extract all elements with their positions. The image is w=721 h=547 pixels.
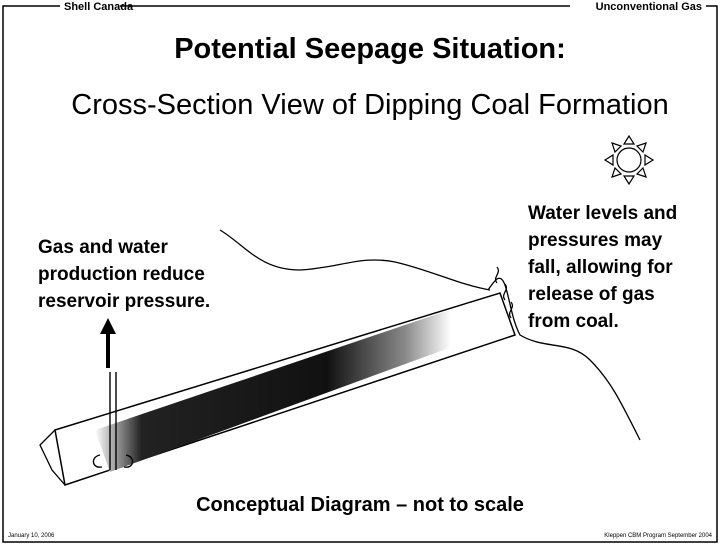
slide: Shell Canada Unconventional Gas Potentia… <box>0 0 721 547</box>
footer-right: Kleppen CBM Program September 2004 <box>604 533 712 539</box>
coal-bed <box>40 293 515 485</box>
title: Potential Seepage Situation: <box>174 33 566 65</box>
note-line: production reduce <box>38 264 205 285</box>
header-right: Unconventional Gas <box>596 1 702 13</box>
note-line: release of gas <box>528 284 655 305</box>
sun-icon <box>605 136 653 184</box>
caption: Conceptual Diagram – not to scale <box>196 494 524 516</box>
note-line: from coal. <box>528 311 619 332</box>
note-line: fall, allowing for <box>528 257 673 278</box>
note-line: Water levels and <box>528 203 677 224</box>
note-line: reservoir pressure. <box>38 291 210 312</box>
arrow-up <box>100 318 116 368</box>
note-line: pressures may <box>528 230 663 251</box>
subtitle: Cross-Section View of Dipping Coal Forma… <box>71 89 668 121</box>
note-line: Gas and water <box>38 237 168 258</box>
left-note: Gas and water production reduce reservoi… <box>38 237 210 312</box>
right-note: Water levels and pressures may fall, all… <box>528 203 677 332</box>
header-left: Shell Canada <box>64 1 134 13</box>
footer-left: January 10, 2006 <box>8 533 55 539</box>
